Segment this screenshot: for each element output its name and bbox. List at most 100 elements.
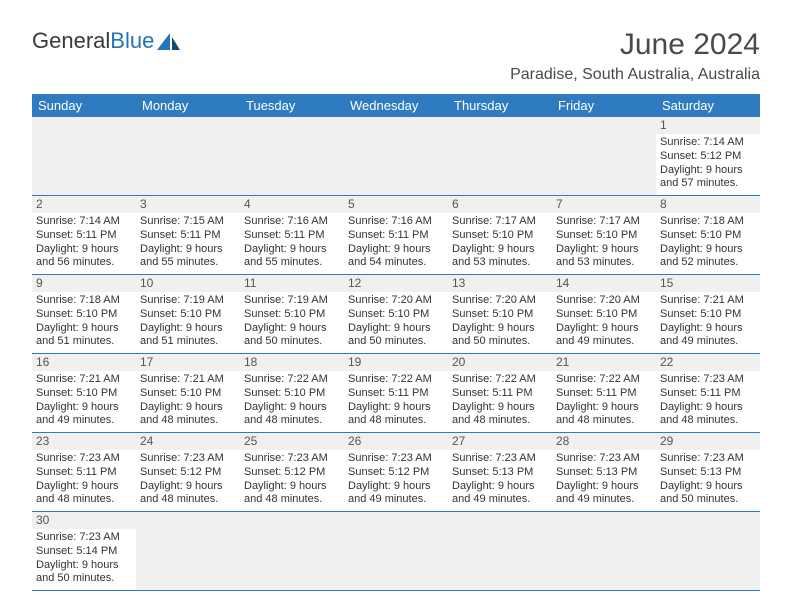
calendar-day-cell: 21Sunrise: 7:22 AMSunset: 5:11 PMDayligh… xyxy=(552,354,656,433)
logo-sail-icon xyxy=(156,32,182,52)
calendar-day-cell: 6Sunrise: 7:17 AMSunset: 5:10 PMDaylight… xyxy=(448,196,552,275)
calendar-day-cell xyxy=(344,512,448,591)
sunrise-text: Sunrise: 7:18 AM xyxy=(660,215,756,229)
calendar-day-cell: 19Sunrise: 7:22 AMSunset: 5:11 PMDayligh… xyxy=(344,354,448,433)
sunset-text: Sunset: 5:11 PM xyxy=(348,229,444,243)
sunset-text: Sunset: 5:11 PM xyxy=(140,229,236,243)
calendar-day-cell: 17Sunrise: 7:21 AMSunset: 5:10 PMDayligh… xyxy=(136,354,240,433)
day-number: 20 xyxy=(448,354,552,371)
day-number: 19 xyxy=(344,354,448,371)
day-number: 9 xyxy=(32,275,136,292)
day-number: 30 xyxy=(32,512,136,529)
calendar-day-cell xyxy=(240,117,344,196)
calendar-day-cell: 30Sunrise: 7:23 AMSunset: 5:14 PMDayligh… xyxy=(32,512,136,591)
daylight-text: Daylight: 9 hours and 48 minutes. xyxy=(556,401,652,429)
day-number: 6 xyxy=(448,196,552,213)
calendar-day-cell xyxy=(240,512,344,591)
sunrise-text: Sunrise: 7:23 AM xyxy=(348,452,444,466)
sunrise-text: Sunrise: 7:21 AM xyxy=(36,373,132,387)
sunset-text: Sunset: 5:11 PM xyxy=(36,466,132,480)
sunrise-text: Sunrise: 7:20 AM xyxy=(556,294,652,308)
sunrise-text: Sunrise: 7:14 AM xyxy=(36,215,132,229)
daylight-text: Daylight: 9 hours and 50 minutes. xyxy=(452,322,548,350)
day-number: 13 xyxy=(448,275,552,292)
calendar-day-cell xyxy=(656,512,760,591)
sunset-text: Sunset: 5:10 PM xyxy=(452,229,548,243)
sunrise-text: Sunrise: 7:17 AM xyxy=(556,215,652,229)
sunrise-text: Sunrise: 7:15 AM xyxy=(140,215,236,229)
day-number: 11 xyxy=(240,275,344,292)
sunrise-text: Sunrise: 7:18 AM xyxy=(36,294,132,308)
sunrise-text: Sunrise: 7:23 AM xyxy=(660,373,756,387)
daylight-text: Daylight: 9 hours and 55 minutes. xyxy=(244,243,340,271)
calendar-day-cell: 24Sunrise: 7:23 AMSunset: 5:12 PMDayligh… xyxy=(136,433,240,512)
calendar-day-cell xyxy=(32,117,136,196)
daylight-text: Daylight: 9 hours and 52 minutes. xyxy=(660,243,756,271)
sunset-text: Sunset: 5:13 PM xyxy=(660,466,756,480)
daylight-text: Daylight: 9 hours and 50 minutes. xyxy=(660,480,756,508)
sunrise-text: Sunrise: 7:19 AM xyxy=(140,294,236,308)
calendar-day-cell: 26Sunrise: 7:23 AMSunset: 5:12 PMDayligh… xyxy=(344,433,448,512)
day-number: 3 xyxy=(136,196,240,213)
sunrise-text: Sunrise: 7:20 AM xyxy=(452,294,548,308)
calendar-week-row: 16Sunrise: 7:21 AMSunset: 5:10 PMDayligh… xyxy=(32,354,760,433)
sunrise-text: Sunrise: 7:23 AM xyxy=(36,452,132,466)
calendar-day-cell xyxy=(136,117,240,196)
logo-text-general: General xyxy=(32,28,110,54)
sunset-text: Sunset: 5:12 PM xyxy=(660,150,756,164)
location-text: Paradise, South Australia, Australia xyxy=(510,66,760,84)
calendar-day-cell: 9Sunrise: 7:18 AMSunset: 5:10 PMDaylight… xyxy=(32,275,136,354)
calendar-day-cell xyxy=(552,512,656,591)
day-number: 4 xyxy=(240,196,344,213)
day-header: Tuesday xyxy=(240,94,344,117)
header: GeneralBlue June 2024 Paradise, South Au… xyxy=(32,28,760,84)
daylight-text: Daylight: 9 hours and 56 minutes. xyxy=(36,243,132,271)
month-title: June 2024 xyxy=(510,28,760,62)
sunrise-text: Sunrise: 7:23 AM xyxy=(660,452,756,466)
daylight-text: Daylight: 9 hours and 50 minutes. xyxy=(348,322,444,350)
sunrise-text: Sunrise: 7:22 AM xyxy=(452,373,548,387)
sunset-text: Sunset: 5:10 PM xyxy=(660,229,756,243)
sunset-text: Sunset: 5:14 PM xyxy=(36,545,132,559)
sunset-text: Sunset: 5:10 PM xyxy=(140,308,236,322)
sunset-text: Sunset: 5:10 PM xyxy=(556,308,652,322)
calendar-day-cell: 4Sunrise: 7:16 AMSunset: 5:11 PMDaylight… xyxy=(240,196,344,275)
daylight-text: Daylight: 9 hours and 49 minutes. xyxy=(556,480,652,508)
calendar-day-cell: 28Sunrise: 7:23 AMSunset: 5:13 PMDayligh… xyxy=(552,433,656,512)
calendar-day-cell: 7Sunrise: 7:17 AMSunset: 5:10 PMDaylight… xyxy=(552,196,656,275)
sunrise-text: Sunrise: 7:16 AM xyxy=(348,215,444,229)
calendar-day-cell: 15Sunrise: 7:21 AMSunset: 5:10 PMDayligh… xyxy=(656,275,760,354)
sunrise-text: Sunrise: 7:21 AM xyxy=(140,373,236,387)
sunrise-text: Sunrise: 7:22 AM xyxy=(556,373,652,387)
daylight-text: Daylight: 9 hours and 49 minutes. xyxy=(36,401,132,429)
daylight-text: Daylight: 9 hours and 53 minutes. xyxy=(556,243,652,271)
daylight-text: Daylight: 9 hours and 49 minutes. xyxy=(348,480,444,508)
daylight-text: Daylight: 9 hours and 48 minutes. xyxy=(348,401,444,429)
sunset-text: Sunset: 5:11 PM xyxy=(36,229,132,243)
day-number: 8 xyxy=(656,196,760,213)
calendar-day-cell: 3 Sunrise: 7:15 AMSunset: 5:11 PMDaylight… xyxy=(136,196,240,275)
calendar-day-cell: 14Sunrise: 7:20 AMSunset: 5:10 PMDayligh… xyxy=(552,275,656,354)
calendar-week-row: 2Sunrise: 7:14 AMSunset: 5:11 PMDaylight… xyxy=(32,196,760,275)
calendar-day-cell: 10Sunrise: 7:19 AMSunset: 5:10 PMDayligh… xyxy=(136,275,240,354)
daylight-text: Daylight: 9 hours and 50 minutes. xyxy=(36,559,132,587)
daylight-text: Daylight: 9 hours and 55 minutes. xyxy=(140,243,236,271)
day-number: 27 xyxy=(448,433,552,450)
daylight-text: Daylight: 9 hours and 49 minutes. xyxy=(660,322,756,350)
calendar-day-cell: 16Sunrise: 7:21 AMSunset: 5:10 PMDayligh… xyxy=(32,354,136,433)
sunrise-text: Sunrise: 7:16 AM xyxy=(244,215,340,229)
calendar-day-cell xyxy=(448,117,552,196)
daylight-text: Daylight: 9 hours and 51 minutes. xyxy=(140,322,236,350)
day-number: 15 xyxy=(656,275,760,292)
daylight-text: Daylight: 9 hours and 48 minutes. xyxy=(660,401,756,429)
sunset-text: Sunset: 5:10 PM xyxy=(556,229,652,243)
logo-text-blue: Blue xyxy=(110,28,154,54)
day-number: 16 xyxy=(32,354,136,371)
day-header: Wednesday xyxy=(344,94,448,117)
sunset-text: Sunset: 5:12 PM xyxy=(348,466,444,480)
day-number: 17 xyxy=(136,354,240,371)
sunset-text: Sunset: 5:12 PM xyxy=(140,466,236,480)
day-number: 23 xyxy=(32,433,136,450)
calendar-day-cell xyxy=(448,512,552,591)
calendar-day-cell: 13Sunrise: 7:20 AMSunset: 5:10 PMDayligh… xyxy=(448,275,552,354)
